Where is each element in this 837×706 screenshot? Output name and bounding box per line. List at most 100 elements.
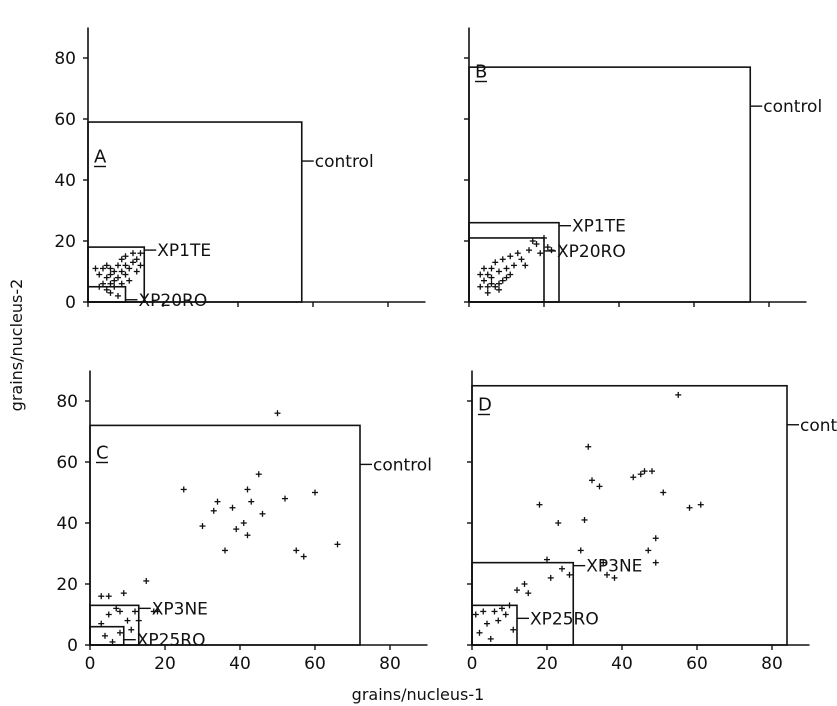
data-point — [488, 274, 495, 281]
data-point — [502, 611, 509, 618]
data-point — [529, 238, 536, 244]
data-point — [480, 608, 487, 615]
data-point — [641, 468, 648, 475]
data-point — [507, 271, 514, 278]
data-point — [526, 247, 532, 254]
data-point — [210, 507, 217, 514]
data-point — [481, 265, 487, 272]
data-point — [544, 556, 550, 563]
data-point — [637, 471, 644, 478]
data-point — [107, 265, 114, 272]
data-point — [686, 504, 693, 511]
data-point — [547, 574, 554, 581]
x-axis-label: grains/nucleus-1 — [352, 685, 485, 704]
data-point — [137, 250, 144, 257]
data-point — [133, 256, 140, 263]
data-point — [533, 241, 540, 248]
data-point — [577, 547, 584, 554]
box-xp25ro — [89, 625, 125, 646]
data-point — [100, 280, 106, 287]
data-point — [126, 277, 133, 284]
box-xp20ro — [87, 285, 127, 303]
box-label: XP3NE — [586, 557, 642, 577]
data-point — [652, 535, 659, 542]
data-point — [233, 526, 240, 533]
data-point — [600, 559, 607, 566]
box-label: XP25RO — [137, 631, 206, 651]
data-point — [259, 510, 266, 517]
box-label: XP20RO — [139, 291, 208, 311]
data-point — [522, 262, 529, 269]
data-point — [611, 574, 618, 581]
data-point — [484, 271, 491, 278]
data-point — [495, 617, 502, 624]
x-tick-label: 80 — [379, 654, 401, 674]
data-point — [492, 283, 499, 290]
data-point — [506, 602, 513, 609]
data-point — [511, 262, 517, 269]
data-point — [109, 638, 116, 645]
data-point — [503, 265, 510, 272]
data-point — [118, 280, 125, 287]
box-xp1te — [468, 221, 560, 303]
box-label: control — [800, 416, 837, 436]
box-label: XP3NE — [152, 599, 208, 619]
data-point — [596, 483, 603, 490]
data-point — [566, 571, 573, 578]
data-point — [130, 259, 136, 266]
data-point — [503, 274, 510, 281]
y-tick-label: 60 — [56, 453, 78, 473]
x-tick-label: 80 — [761, 654, 783, 674]
x-tick-label: 0 — [467, 654, 478, 674]
box-xp3ne — [471, 561, 575, 646]
data-point — [92, 265, 99, 272]
data-point — [488, 280, 495, 287]
data-point — [107, 271, 114, 278]
data-point — [135, 617, 142, 624]
data-point — [499, 605, 505, 612]
data-point — [477, 271, 484, 278]
box-label: control — [763, 97, 822, 117]
x-tick-label: 40 — [229, 654, 251, 674]
data-point — [477, 283, 484, 290]
data-point — [585, 443, 592, 450]
data-point — [496, 268, 502, 275]
data-point — [248, 498, 255, 505]
data-point — [492, 259, 499, 266]
data-point — [300, 553, 307, 560]
data-point — [652, 559, 659, 566]
x-tick-label: 20 — [154, 654, 176, 674]
data-point — [536, 501, 543, 508]
x-tick-label: 20 — [536, 654, 558, 674]
data-point — [255, 471, 262, 478]
data-point — [102, 632, 108, 639]
data-point — [472, 611, 479, 618]
data-point — [143, 577, 150, 584]
data-point — [559, 565, 565, 572]
data-point — [312, 489, 318, 496]
data-point — [675, 391, 682, 398]
data-point — [488, 265, 495, 272]
y-tick-label: 20 — [54, 232, 76, 252]
data-point — [105, 593, 112, 600]
data-point — [645, 547, 652, 554]
data-point — [98, 593, 105, 600]
data-point — [555, 520, 562, 526]
data-point — [107, 289, 114, 296]
data-point — [122, 262, 129, 269]
box-label: control — [315, 152, 374, 172]
data-point — [118, 268, 125, 275]
box-label: XP1TE — [572, 217, 626, 237]
data-point — [525, 590, 532, 597]
y-tick-label: 40 — [56, 514, 78, 534]
data-point — [476, 629, 483, 636]
panel-letter: D — [478, 395, 492, 416]
box-control — [87, 121, 303, 303]
data-point — [581, 516, 588, 523]
data-point — [115, 274, 121, 281]
data-point — [103, 262, 110, 269]
data-point — [499, 277, 506, 284]
